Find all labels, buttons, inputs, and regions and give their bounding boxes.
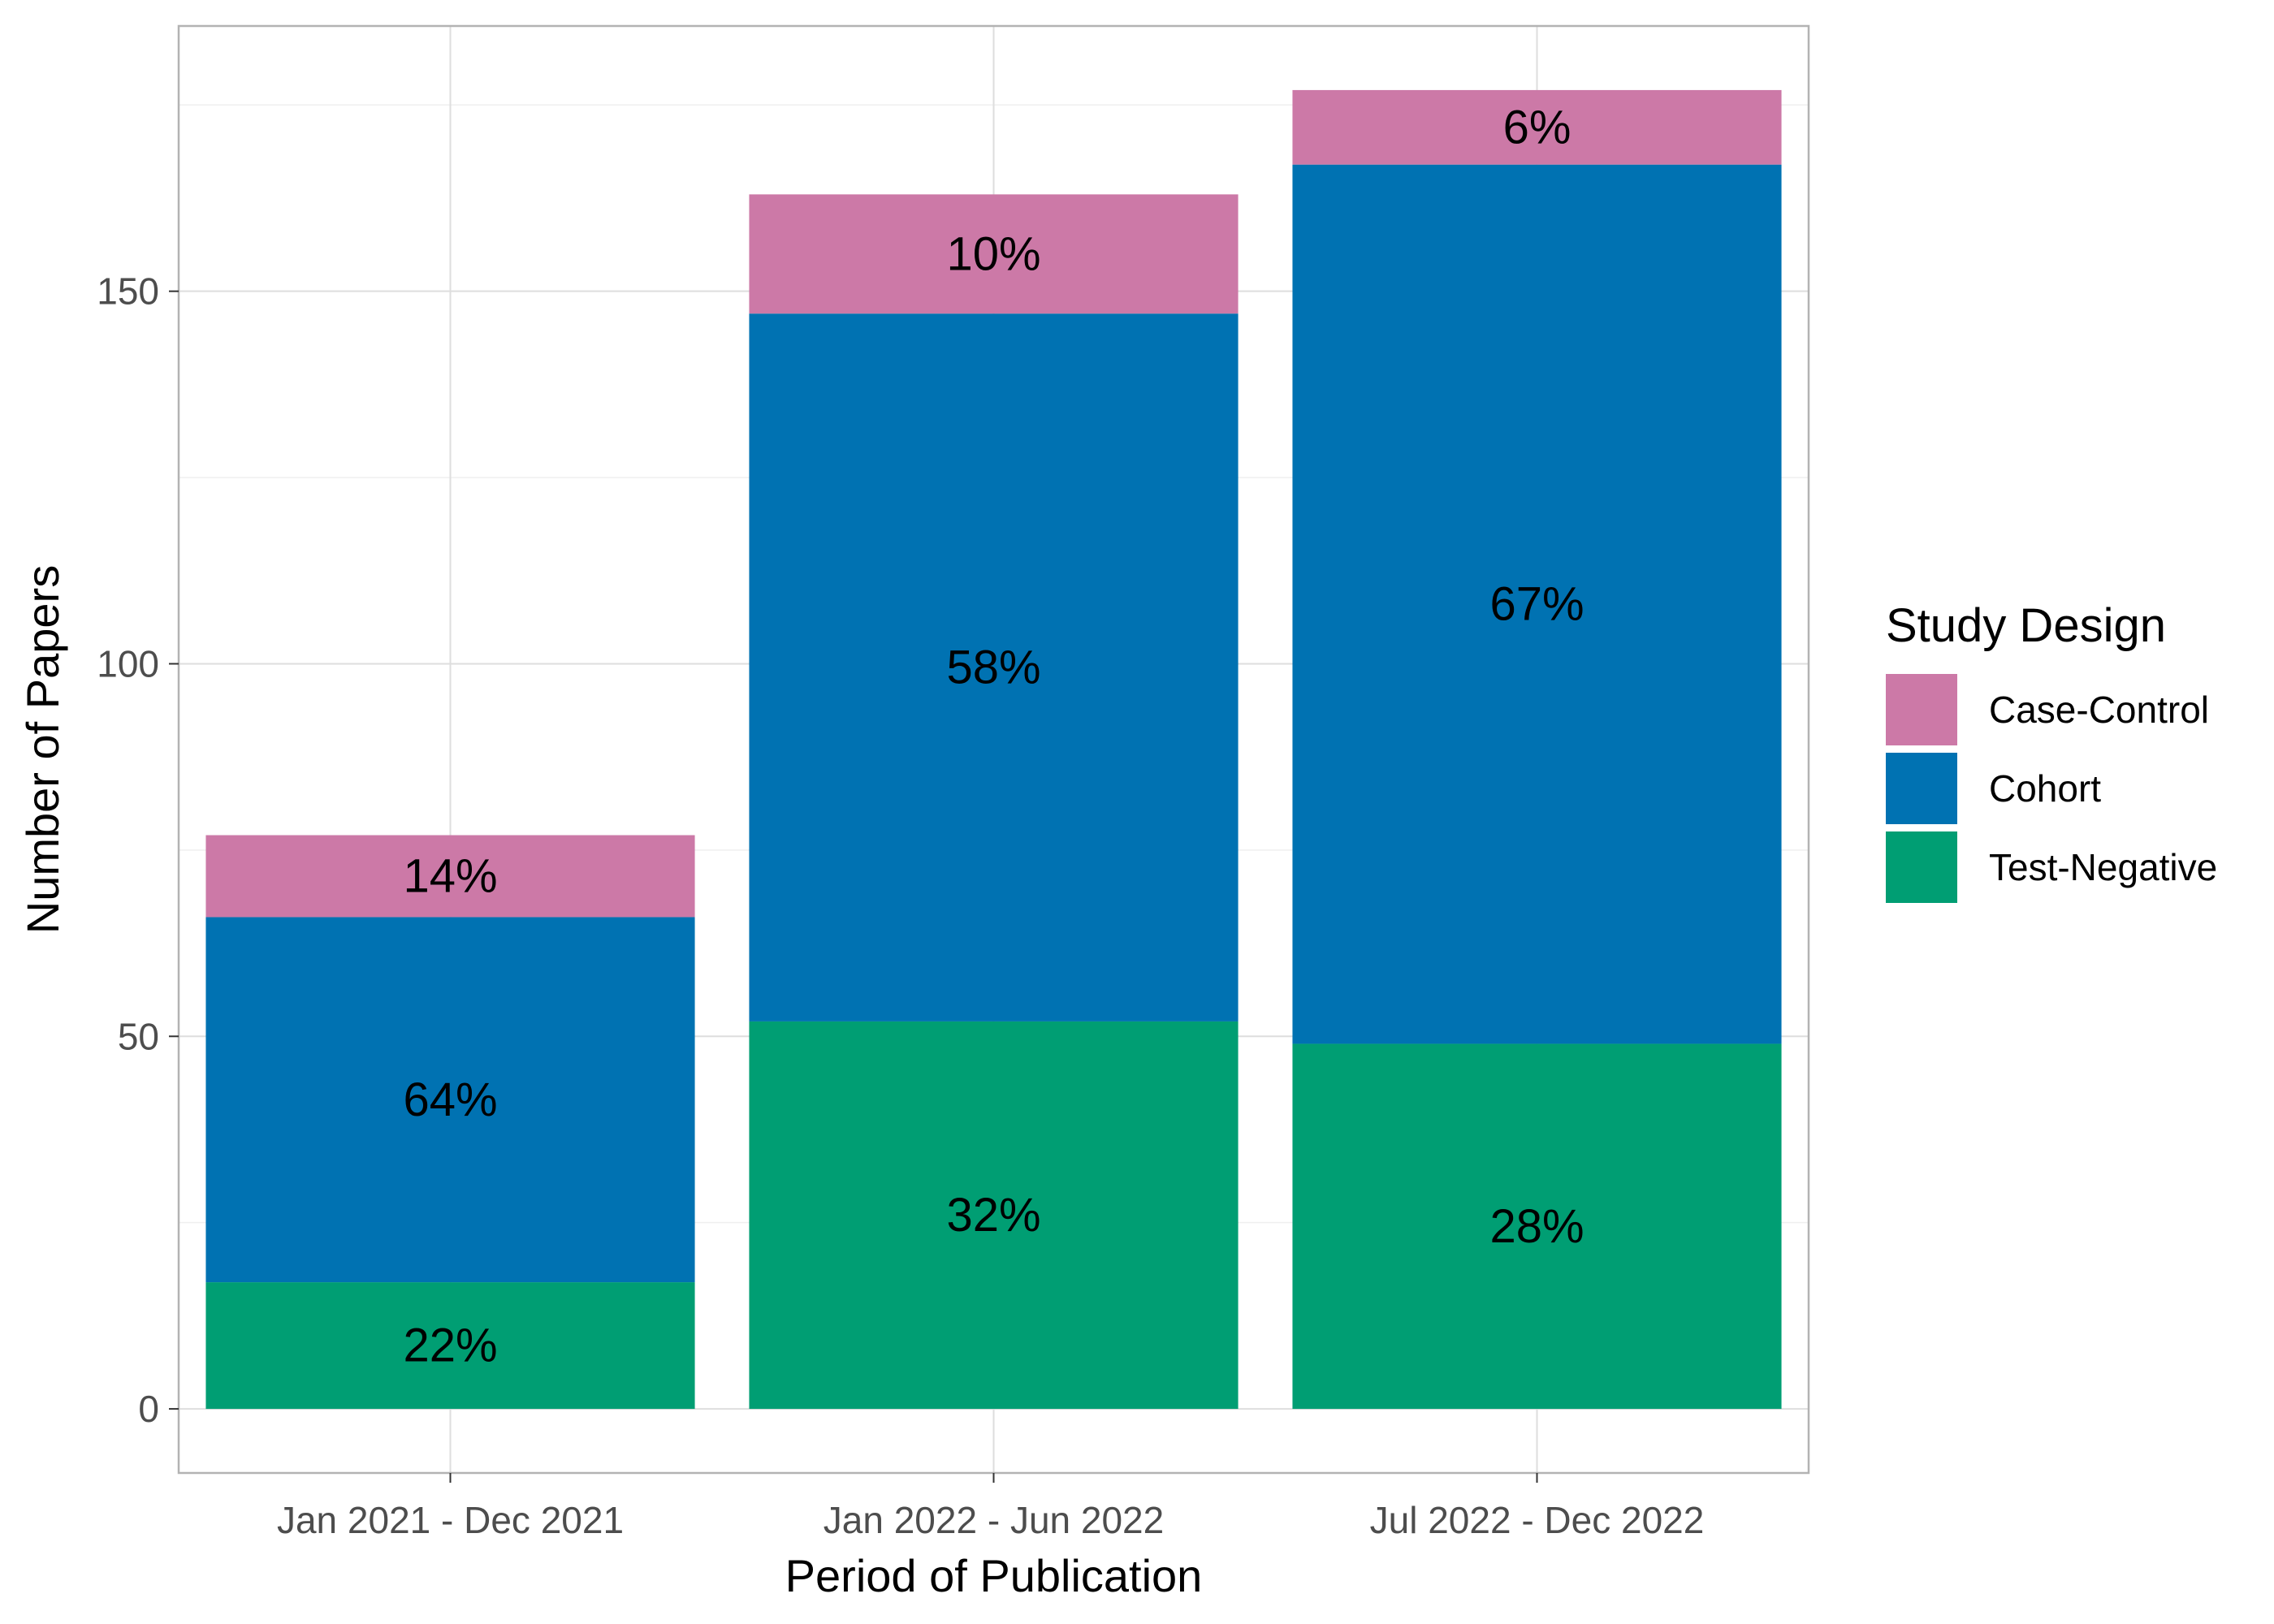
bar-cohort-3 <box>1292 164 1782 1044</box>
x-tick-label: Jul 2022 - Dec 2022 <box>1370 1499 1705 1541</box>
bar-label: 32% <box>946 1189 1040 1242</box>
y-tick-label: 150 <box>97 270 159 313</box>
bar-label: 58% <box>946 641 1040 694</box>
legend: Study Design Case-Control Cohort Test-Nega… <box>1886 599 2217 903</box>
y-tick-label: 50 <box>118 1015 159 1057</box>
legend-swatch-cohort <box>1886 753 1957 824</box>
bar-test-negative-3 <box>1292 1043 1782 1410</box>
bar-label: 10% <box>946 227 1040 280</box>
bar-cohort-1 <box>205 917 695 1283</box>
legend-swatch-test-negative <box>1886 831 1957 903</box>
y-axis-title: Number of Papers <box>17 565 68 934</box>
legend-swatch-case-control <box>1886 674 1957 745</box>
y-tick-label: 100 <box>97 642 159 685</box>
bar-cohort-2 <box>749 313 1239 1021</box>
legend-label-cohort: Cohort <box>1989 767 2101 810</box>
bar-label: 22% <box>403 1320 497 1372</box>
bar-case-control-3 <box>1292 89 1782 165</box>
y-tick-label: 0 <box>138 1388 159 1430</box>
bar-label: 64% <box>403 1073 497 1126</box>
legend-title: Study Design <box>1886 599 2166 652</box>
bar-case-control-2 <box>749 194 1239 314</box>
bar-label: 67% <box>1489 578 1584 631</box>
x-tick-label: Jan 2021 - Dec 2021 <box>277 1499 624 1541</box>
x-axis-title: Period of Publication <box>785 1550 1203 1601</box>
bar-case-control-1 <box>205 835 695 918</box>
bar-label: 14% <box>403 849 497 902</box>
legend-label-test-negative: Test-Negative <box>1989 846 2217 888</box>
legend-label-case-control: Case-Control <box>1989 689 2209 731</box>
bars <box>205 89 1782 1410</box>
bar-test-negative-2 <box>749 1021 1239 1410</box>
bar-label: 6% <box>1503 101 1571 153</box>
bar-labels: 22% 64% 14% 32% 58% 10% 28% 67% 6% <box>403 101 1584 1371</box>
x-tick-label: Jan 2022 - Jun 2022 <box>824 1499 1164 1541</box>
axes: 0 50 100 150 Jan 2021 - Dec 2021 Jan 2022 - J… <box>97 270 1704 1541</box>
bar-test-negative-1 <box>205 1282 695 1410</box>
bar-label: 28% <box>1489 1200 1584 1253</box>
